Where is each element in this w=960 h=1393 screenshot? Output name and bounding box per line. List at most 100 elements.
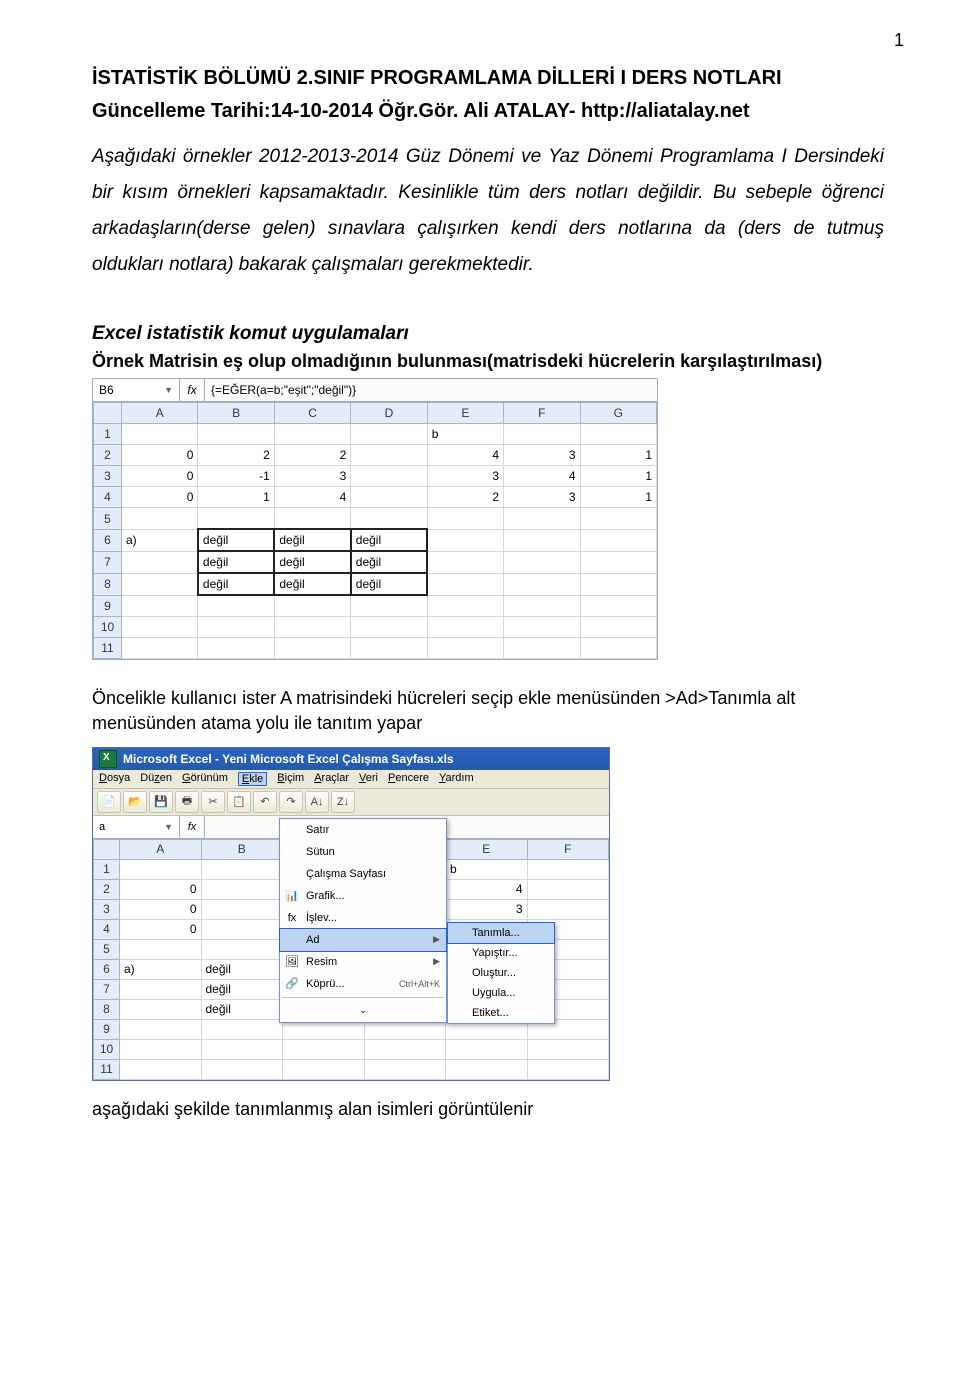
col-header[interactable]: G [580,403,656,424]
menu-duzen[interactable]: Düzen [140,772,172,786]
sort-asc-icon[interactable]: A↓ [305,791,329,813]
cell[interactable]: değil [198,573,274,595]
col-header[interactable]: B [201,839,283,859]
menu-pencere[interactable]: Pencere [388,772,429,786]
name-box[interactable]: B6 ▼ [93,379,180,401]
row-header[interactable]: 3 [94,899,120,919]
menu-veri[interactable]: Veri [359,772,378,786]
spreadsheet-grid[interactable]: A B C D E F G 1b 2022431 30-13341 401423… [93,402,657,659]
col-header[interactable]: F [504,403,580,424]
fx-icon[interactable]: fx [180,816,205,838]
cell[interactable]: değil [274,551,350,573]
menu-item-grafik[interactable]: 📊Grafik... [280,885,446,907]
copy-icon[interactable]: 📋 [227,791,251,813]
row-header[interactable]: 9 [94,595,122,617]
col-header[interactable]: F [527,839,609,859]
cell[interactable]: 3 [274,466,350,487]
undo-icon[interactable]: ↶ [253,791,277,813]
col-header[interactable]: A [120,839,202,859]
fx-icon[interactable]: fx [180,379,205,401]
cell[interactable]: değil [198,529,274,551]
select-all-corner[interactable] [94,839,120,859]
menu-dosya[interactable]: Dosya [99,772,130,786]
cell[interactable]: değil [201,979,283,999]
row-header[interactable]: 10 [94,1039,120,1059]
cell[interactable]: b [446,859,528,879]
menu-item-ad[interactable]: Ad▶ [279,928,447,952]
open-icon[interactable]: 📂 [123,791,147,813]
cell[interactable]: değil [274,573,350,595]
menu-item-satir[interactable]: Satır [280,819,446,841]
cell[interactable]: -1 [198,466,274,487]
row-header[interactable]: 2 [94,445,122,466]
cell[interactable]: değil [198,551,274,573]
cell[interactable]: b [427,424,503,445]
menu-ekle[interactable]: Ekle [238,772,267,786]
new-icon[interactable]: 📄 [97,791,121,813]
cell[interactable]: 1 [580,487,656,508]
cell[interactable]: 0 [120,919,202,939]
cell[interactable]: 4 [446,879,528,899]
cell[interactable]: 2 [427,487,503,508]
row-header[interactable]: 4 [94,487,122,508]
cell[interactable]: 3 [446,899,528,919]
row-header[interactable]: 9 [94,1019,120,1039]
cell[interactable]: 4 [504,466,580,487]
row-header[interactable]: 7 [94,551,122,573]
dropdown-icon[interactable]: ▼ [164,822,173,832]
col-header[interactable]: D [351,403,427,424]
cell[interactable]: 2 [274,445,350,466]
cell[interactable]: 1 [580,445,656,466]
col-header[interactable]: E [446,839,528,859]
save-icon[interactable]: 💾 [149,791,173,813]
menu-bicim[interactable]: Biçim [277,772,304,786]
cell[interactable]: değil [351,551,427,573]
menu-item-calisma-sayfasi[interactable]: Çalışma Sayfası [280,863,446,885]
cell[interactable]: değil [351,573,427,595]
dropdown-icon[interactable]: ▼ [164,385,173,395]
submenu-item-tanimla[interactable]: Tanımla... [447,922,555,944]
cell[interactable]: 0 [122,445,198,466]
cell[interactable]: 0 [122,487,198,508]
row-header[interactable]: 1 [94,859,120,879]
menu-item-islev[interactable]: fxİşlev... [280,907,446,929]
row-header[interactable]: 8 [94,999,120,1019]
cell[interactable]: değil [274,529,350,551]
col-header[interactable]: C [274,403,350,424]
col-header[interactable]: E [427,403,503,424]
cell[interactable]: değil [351,529,427,551]
formula-input[interactable]: {=EĞER(a=b;"eşit";"değil")} [205,383,657,397]
cell[interactable]: 3 [504,487,580,508]
menu-araclar[interactable]: Araçlar [314,772,349,786]
row-header[interactable]: 11 [94,1059,120,1079]
row-header[interactable]: 4 [94,919,120,939]
redo-icon[interactable]: ↷ [279,791,303,813]
row-header[interactable]: 5 [94,508,122,530]
menu-item-resim[interactable]: 🖼Resim▶ [280,951,446,973]
row-header[interactable]: 6 [94,959,120,979]
cell[interactable]: 4 [274,487,350,508]
row-header[interactable]: 5 [94,939,120,959]
cell[interactable]: değil [201,999,283,1019]
menu-item-sutun[interactable]: Sütun [280,841,446,863]
submenu-item-yapistir[interactable]: Yapıştır... [448,943,554,963]
cell[interactable]: 1 [198,487,274,508]
row-header[interactable]: 8 [94,573,122,595]
cut-icon[interactable]: ✂ [201,791,225,813]
name-box[interactable]: a ▼ [93,816,180,838]
cell[interactable]: 0 [120,899,202,919]
menu-gorunum[interactable]: Görünüm [182,772,228,786]
submenu-item-olustur[interactable]: Oluştur... [448,963,554,983]
menu-yardim[interactable]: Yardım [439,772,474,786]
row-header[interactable]: 2 [94,879,120,899]
select-all-corner[interactable] [94,403,122,424]
row-header[interactable]: 10 [94,617,122,638]
row-header[interactable]: 11 [94,638,122,659]
submenu-item-etiket[interactable]: Etiket... [448,1003,554,1023]
menu-expand[interactable]: ⌄ [280,1000,446,1022]
submenu-item-uygula[interactable]: Uygula... [448,983,554,1003]
cell[interactable]: 1 [580,466,656,487]
cell[interactable]: 2 [198,445,274,466]
cell[interactable]: 3 [504,445,580,466]
print-icon[interactable]: 🖶 [175,791,199,813]
